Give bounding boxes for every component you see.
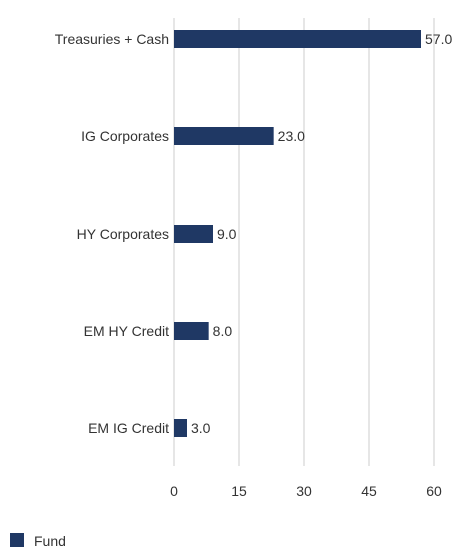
value-label-0: 57.0 xyxy=(425,31,452,47)
bar-3 xyxy=(174,322,209,340)
category-label-3: EM HY Credit xyxy=(84,323,169,339)
value-label-1: 23.0 xyxy=(278,128,305,144)
category-label-4: EM IG Credit xyxy=(88,420,169,436)
category-label-0: Treasuries + Cash xyxy=(55,31,169,47)
value-label-3: 8.0 xyxy=(213,323,233,339)
bar-1 xyxy=(174,127,274,145)
legend-label-fund: Fund xyxy=(34,533,66,549)
x-tick-label-30: 30 xyxy=(296,483,312,499)
value-label-4: 3.0 xyxy=(191,420,211,436)
bar-2 xyxy=(174,225,213,243)
x-tick-label-0: 0 xyxy=(170,483,178,499)
value-labels: 57.0 23.0 9.0 8.0 3.0 xyxy=(191,31,452,436)
category-label-2: HY Corporates xyxy=(77,226,169,242)
value-label-2: 9.0 xyxy=(217,226,237,242)
gridlines xyxy=(173,18,435,466)
bar-0 xyxy=(174,30,421,48)
legend-swatch-fund xyxy=(10,533,24,547)
x-tick-label-15: 15 xyxy=(231,483,247,499)
bar-4 xyxy=(174,419,187,437)
legend: Fund xyxy=(10,533,66,549)
x-tick-label-60: 60 xyxy=(426,483,442,499)
bars xyxy=(174,30,421,437)
category-label-1: IG Corporates xyxy=(81,128,169,144)
category-labels: Treasuries + Cash IG Corporates HY Corpora… xyxy=(55,31,169,436)
x-axis-ticks: 0 15 30 45 60 xyxy=(170,483,442,499)
x-tick-label-45: 45 xyxy=(361,483,377,499)
